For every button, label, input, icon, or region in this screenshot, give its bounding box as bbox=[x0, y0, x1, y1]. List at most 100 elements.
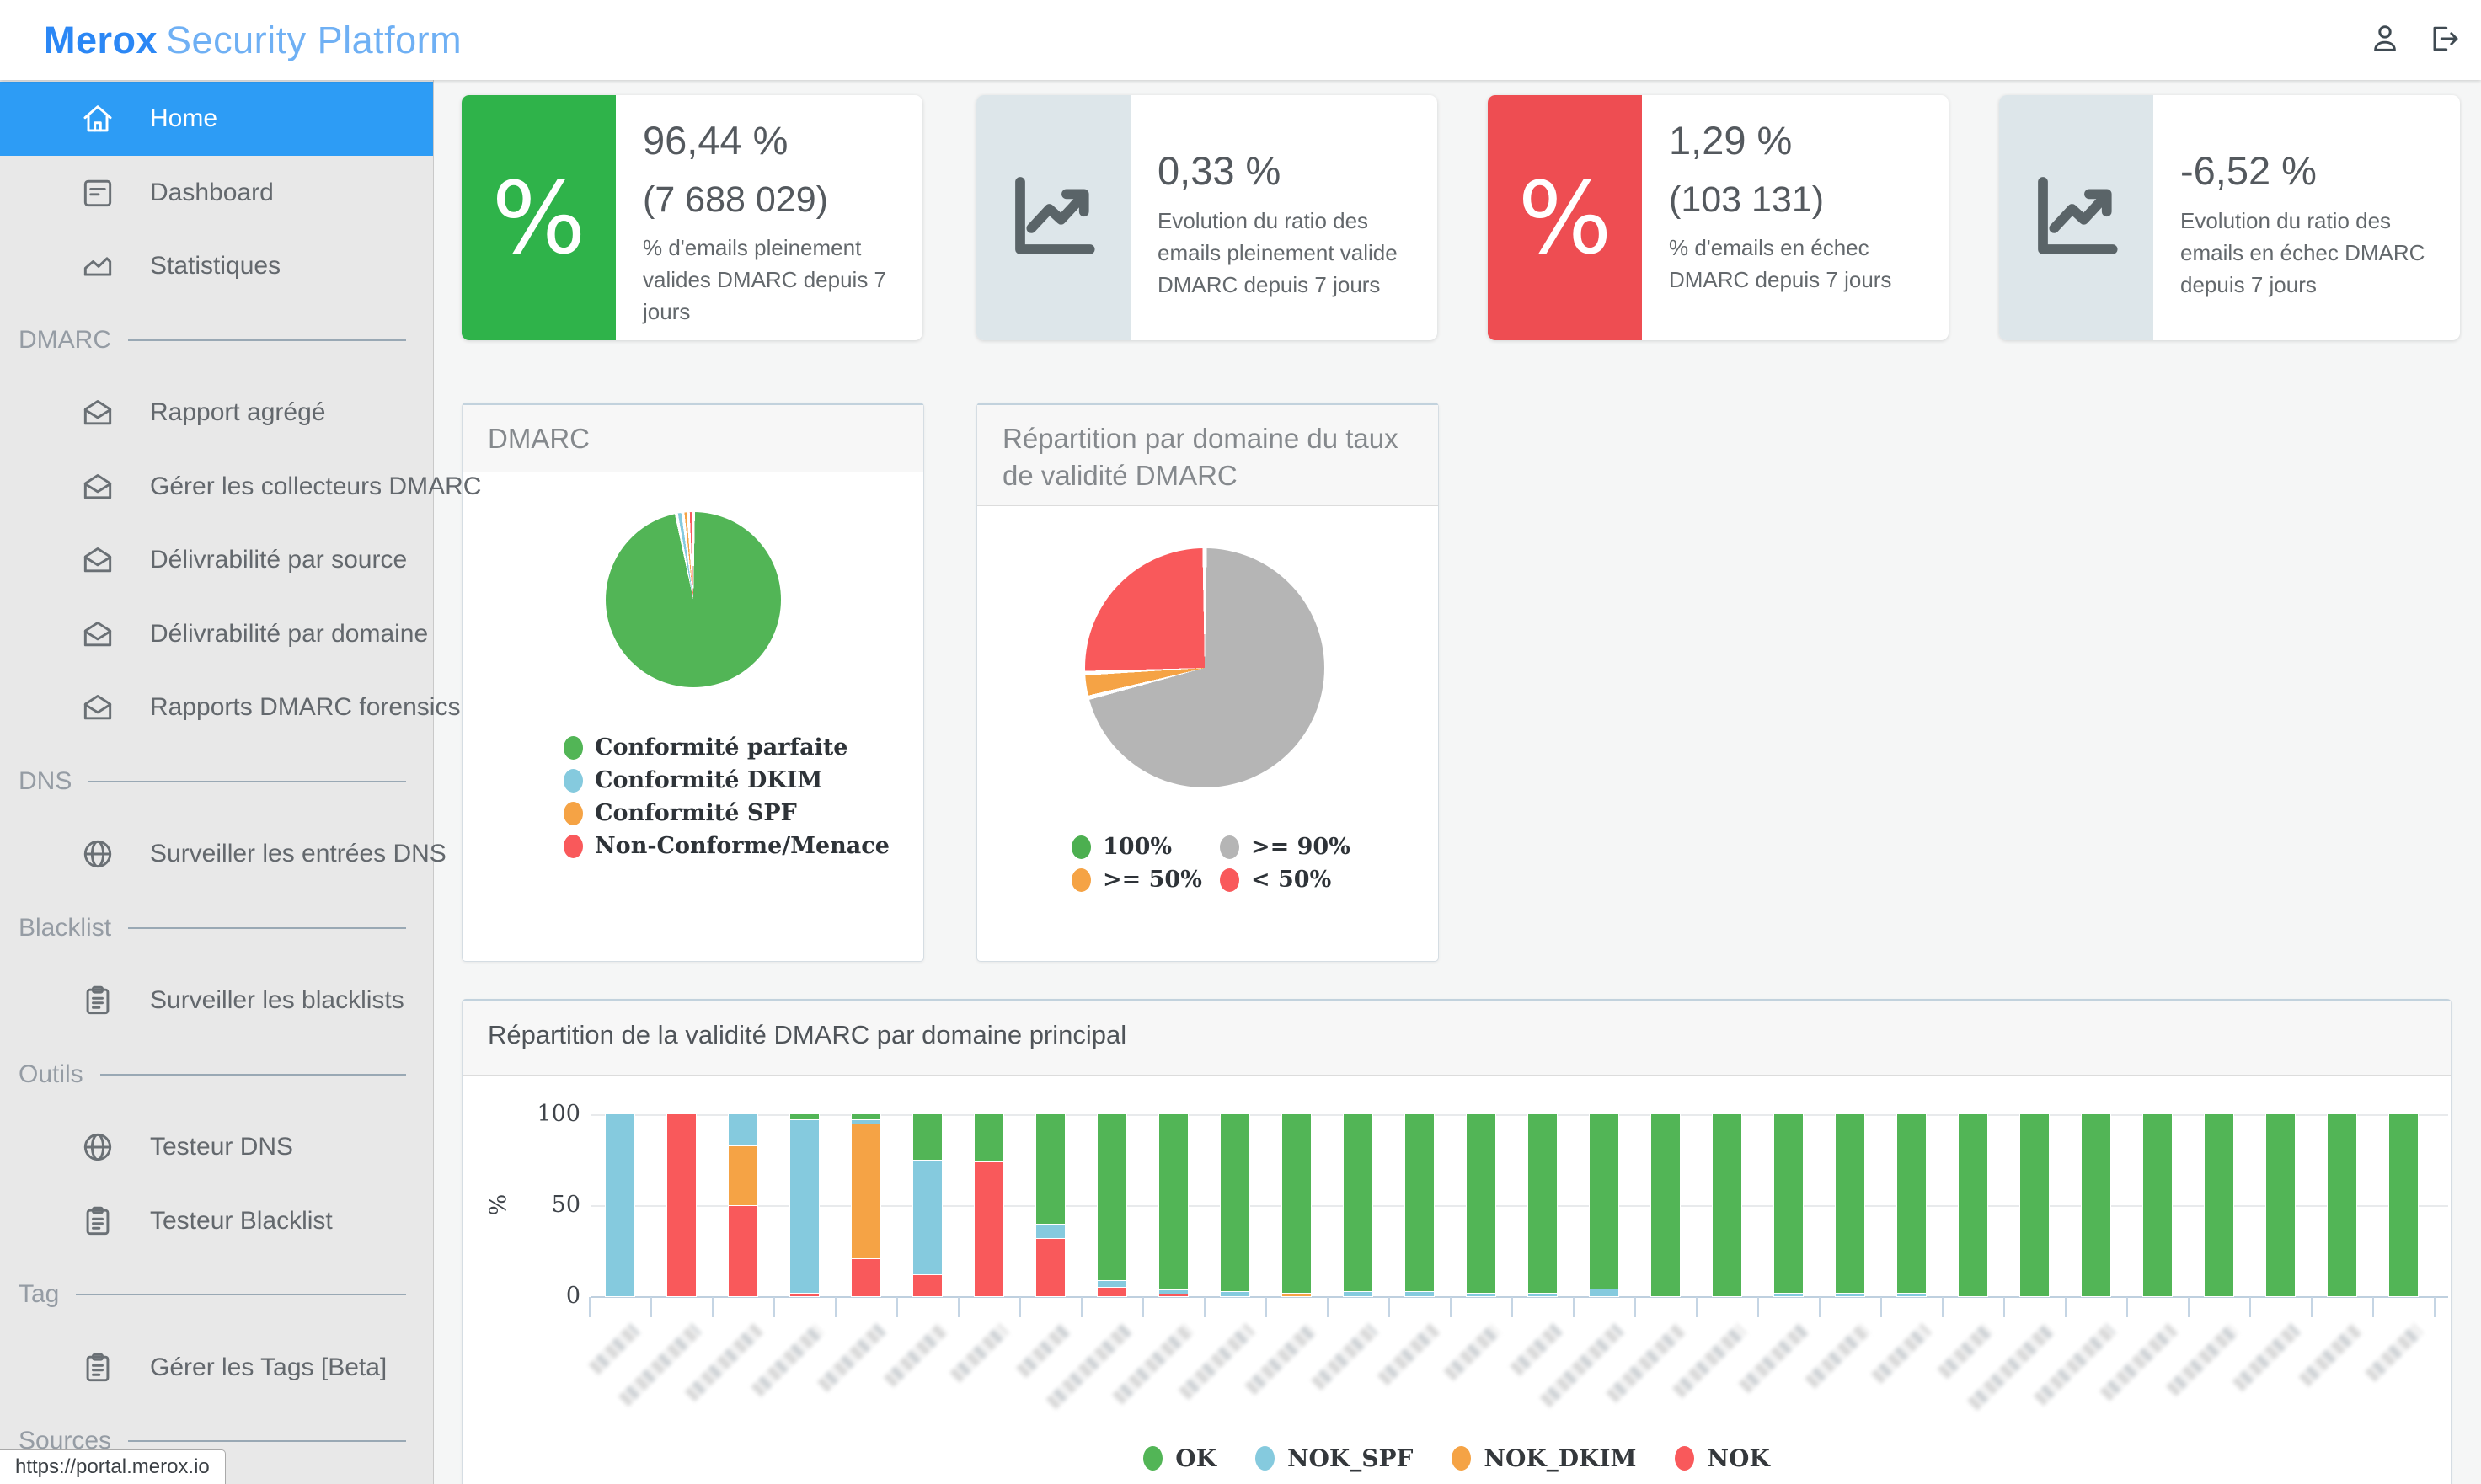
globe-icon bbox=[79, 835, 116, 873]
sidebar-item-testeur-dns[interactable]: Testeur DNS bbox=[0, 1110, 433, 1184]
bar-8-segment-nok[interactable] bbox=[1035, 1237, 1065, 1296]
bar-30-segment-ok[interactable] bbox=[2388, 1114, 2418, 1296]
stat-value: -6,52 % bbox=[2180, 148, 2317, 193]
bar-26-segment-ok[interactable] bbox=[2142, 1114, 2172, 1296]
sidebar-section-label: DMARC bbox=[19, 325, 111, 354]
bar-16-segment-nok-spf[interactable] bbox=[1527, 1292, 1557, 1296]
bar-10-segment-ok[interactable] bbox=[1158, 1114, 1188, 1290]
sidebar-item-delivrabilite-par-source[interactable]: Délivrabilité par source bbox=[0, 523, 433, 597]
bar-15-segment-ok[interactable] bbox=[1466, 1114, 1495, 1293]
bar-23-segment-ok[interactable] bbox=[1958, 1114, 1987, 1296]
bar-15-segment-nok-spf[interactable] bbox=[1466, 1292, 1495, 1296]
bar-1-segment-nok-spf[interactable] bbox=[605, 1114, 634, 1296]
bar-20-segment-ok[interactable] bbox=[1773, 1114, 1803, 1293]
trend-chart-icon bbox=[2023, 162, 2131, 274]
stat-subvalue: (7 688 029) bbox=[643, 179, 828, 220]
stat-card-1: % 96,44 % (7 688 029) % d'emails pleinement… bbox=[462, 95, 922, 340]
sidebar-item-statistiques[interactable]: Statistiques bbox=[0, 229, 433, 303]
bar-16-segment-ok[interactable] bbox=[1527, 1114, 1557, 1293]
bar-13-segment-nok-spf[interactable] bbox=[1343, 1290, 1372, 1296]
legend-color-dot bbox=[564, 834, 583, 858]
sidebar-item-testeur-blacklist[interactable]: Testeur Blacklist bbox=[0, 1184, 433, 1258]
sidebar-item-surveiller-les-entrees-dns[interactable]: Surveiller les entrées DNS bbox=[0, 817, 446, 891]
bar-12-segment-ok[interactable] bbox=[1281, 1114, 1311, 1293]
bar-8-segment-ok[interactable] bbox=[1035, 1114, 1065, 1224]
bar-18-segment-ok[interactable] bbox=[1650, 1114, 1680, 1296]
bar-5-segment-nok[interactable] bbox=[851, 1257, 880, 1296]
x-label-redacted bbox=[1015, 1323, 1071, 1379]
bar-19-segment-ok[interactable] bbox=[1712, 1114, 1741, 1296]
x-axis-tick bbox=[1450, 1297, 1452, 1317]
bar-5-segment-nok-dkim[interactable] bbox=[851, 1123, 880, 1258]
logout-icon[interactable] bbox=[2425, 20, 2462, 57]
bar-10-segment-nok[interactable] bbox=[1158, 1293, 1188, 1296]
x-axis-tick bbox=[589, 1297, 591, 1317]
clipboard-icon bbox=[79, 982, 116, 1019]
bar-legend-item-nok-spf[interactable]: NOK_SPF bbox=[1254, 1444, 1413, 1472]
bar-22-segment-nok-spf[interactable] bbox=[1896, 1292, 1926, 1296]
bar-24-segment-ok[interactable] bbox=[2019, 1114, 2049, 1296]
bar-21-segment-ok[interactable] bbox=[1835, 1114, 1864, 1293]
legend-item-100[interactable]: 100% bbox=[1072, 830, 1220, 863]
bar-10-segment-nok-spf[interactable] bbox=[1158, 1289, 1188, 1294]
bar-9-segment-ok[interactable] bbox=[1097, 1114, 1126, 1280]
bar-6-segment-ok[interactable] bbox=[912, 1114, 942, 1160]
bar-4-segment-nok[interactable] bbox=[789, 1292, 819, 1296]
bar-14-segment-nok-spf[interactable] bbox=[1404, 1290, 1434, 1296]
bar-3-segment-nok-spf[interactable] bbox=[728, 1114, 757, 1145]
bar-6-segment-nok-spf[interactable] bbox=[912, 1160, 942, 1275]
sidebar-item-rapports-dmarc-forensics[interactable]: Rapports DMARC forensics bbox=[0, 670, 460, 745]
bar-29-segment-ok[interactable] bbox=[2327, 1114, 2356, 1296]
bar-4-segment-ok[interactable] bbox=[789, 1114, 819, 1120]
sidebar-item-gerer-les-tags-beta[interactable]: Gérer les Tags [Beta] bbox=[0, 1331, 433, 1405]
sidebar-item-rapport-agrege[interactable]: Rapport agrégé bbox=[0, 376, 433, 450]
y-tick-label-100: 100 bbox=[537, 1101, 580, 1127]
bar-21-segment-nok-spf[interactable] bbox=[1835, 1292, 1864, 1296]
bar-12-segment-nok-dkim[interactable] bbox=[1281, 1292, 1311, 1296]
bar-25-segment-ok[interactable] bbox=[2081, 1114, 2110, 1296]
bar-3-segment-nok[interactable] bbox=[728, 1205, 757, 1296]
bar-20-segment-nok-spf[interactable] bbox=[1773, 1292, 1803, 1296]
bar-11-segment-ok[interactable] bbox=[1220, 1114, 1249, 1291]
bar-6-segment-nok[interactable] bbox=[912, 1274, 942, 1296]
legend-item-conformite-spf[interactable]: Conformité SPF bbox=[564, 797, 890, 830]
legend-item-90[interactable]: >= 90% bbox=[1220, 830, 1368, 863]
sidebar-item-delivrabilite-par-domaine[interactable]: Délivrabilité par domaine bbox=[0, 597, 433, 671]
user-icon[interactable] bbox=[2366, 20, 2403, 57]
bar-legend-item-nok-dkim[interactable]: NOK_DKIM bbox=[1452, 1444, 1636, 1472]
bar-27-segment-ok[interactable] bbox=[2204, 1114, 2233, 1296]
bar-13-segment-ok[interactable] bbox=[1343, 1114, 1372, 1291]
bar-legend-item-nok[interactable]: NOK bbox=[1675, 1444, 1770, 1472]
legend-label: >= 90% bbox=[1251, 834, 1350, 860]
x-axis-tick bbox=[2249, 1297, 2251, 1317]
bar-22-segment-ok[interactable] bbox=[1896, 1114, 1926, 1293]
bar-9-segment-nok[interactable] bbox=[1097, 1287, 1126, 1296]
bar-17-segment-nok-spf[interactable] bbox=[1589, 1289, 1618, 1296]
bar-8-segment-nok-spf[interactable] bbox=[1035, 1223, 1065, 1238]
bar-11-segment-nok-spf[interactable] bbox=[1220, 1290, 1249, 1296]
section-divider bbox=[128, 339, 406, 341]
bar-4-segment-nok-spf[interactable] bbox=[789, 1119, 819, 1293]
bar-28-segment-ok[interactable] bbox=[2265, 1114, 2295, 1296]
bar-2-segment-nok[interactable] bbox=[666, 1114, 696, 1296]
sidebar-item-home[interactable]: Home bbox=[0, 82, 433, 156]
bar-legend-item-ok[interactable]: OK bbox=[1143, 1444, 1216, 1472]
bar-17-segment-ok[interactable] bbox=[1589, 1114, 1618, 1289]
bar-7-segment-ok[interactable] bbox=[974, 1114, 1003, 1162]
legend-item-non-conforme-menace[interactable]: Non-Conforme/Menace bbox=[564, 830, 890, 862]
bar-5-segment-ok[interactable] bbox=[851, 1114, 880, 1120]
bar-14-segment-ok[interactable] bbox=[1404, 1114, 1434, 1291]
sidebar-item-surveiller-les-blacklists[interactable]: Surveiller les blacklists bbox=[0, 964, 433, 1038]
legend-item-conformite-parfaite[interactable]: Conformité parfaite bbox=[564, 731, 890, 764]
sidebar-item-dashboard[interactable]: Dashboard bbox=[0, 156, 433, 230]
legend-item-50[interactable]: >= 50% bbox=[1072, 863, 1220, 896]
sidebar-item-gerer-les-collecteurs-dmarc[interactable]: Gérer les collecteurs DMARC bbox=[0, 450, 481, 524]
bar-9-segment-nok-spf[interactable] bbox=[1097, 1279, 1126, 1288]
bar-3-segment-nok-dkim[interactable] bbox=[728, 1145, 757, 1205]
legend-item-conformite-dkim[interactable]: Conformité DKIM bbox=[564, 764, 890, 797]
bar-7-segment-nok[interactable] bbox=[974, 1161, 1003, 1296]
gridline-100 bbox=[591, 1114, 2448, 1116]
legend-item-50[interactable]: < 50% bbox=[1220, 863, 1368, 896]
stat-card-icon-tile: % bbox=[1488, 95, 1642, 340]
bar-5-segment-nok-spf[interactable] bbox=[851, 1119, 880, 1124]
